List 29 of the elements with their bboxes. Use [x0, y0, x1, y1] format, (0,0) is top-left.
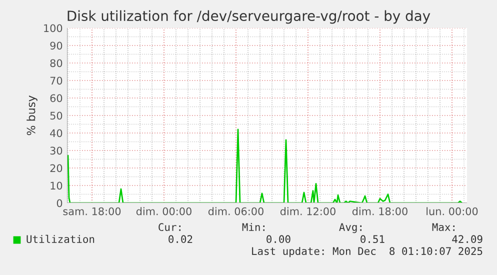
y-tick-label: 100 — [44, 24, 62, 32]
text: Cur: — [158, 223, 180, 232]
y-tick-label: 20 — [50, 164, 62, 172]
y-tick-label: 60 — [50, 94, 62, 102]
y-tick-label: 40 — [50, 129, 62, 138]
y-tick-label: 50 — [50, 112, 62, 120]
chart-title: Disk utilization for /dev/serveurgare-vg/root - by day — [68, 10, 430, 24]
x-tick-label: dim. 00:00 — [136, 207, 192, 216]
y-tick-label: 30 — [50, 146, 62, 155]
text: 42.09 — [452, 235, 482, 244]
y-tick-label: 0 — [56, 199, 62, 208]
y-tick-label: 80 — [50, 59, 62, 68]
legend-label: Utilization — [26, 234, 94, 244]
x-tick-label: dim. 12:00 — [280, 207, 336, 216]
y-tick-label: 70 — [50, 76, 62, 85]
x-tick-label: dim. 06:00 — [208, 207, 264, 216]
text: Last update: Mon Dec 8 01:10:07 2025 — [252, 246, 482, 258]
text: Avg: — [339, 223, 362, 234]
text: 0.51 — [360, 235, 384, 244]
text: Min: — [242, 222, 264, 231]
x-tick-label: dim. 18:00 — [352, 207, 408, 216]
text: 0.02 — [168, 235, 192, 244]
y-tick-label: 90 — [50, 42, 62, 50]
y-tick-label: 10 — [50, 182, 62, 190]
text: Max: — [432, 223, 454, 232]
text: 0.00 — [266, 235, 290, 244]
y-axis-title: % busy — [26, 96, 38, 136]
x-tick-label: sam. 18:00 — [63, 207, 121, 216]
x-tick-label: lun. 00:00 — [426, 207, 478, 216]
